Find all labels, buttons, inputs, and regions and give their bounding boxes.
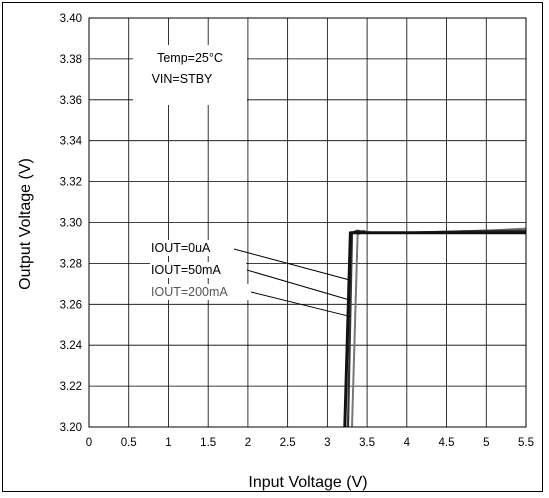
y-tick-label: 3.32 <box>60 177 82 189</box>
x-tick-label: 4 <box>404 437 411 449</box>
series-line-iout-0ua <box>343 231 526 428</box>
leader-line <box>233 248 349 281</box>
chart-frame <box>2 2 543 492</box>
series-label-bg <box>150 284 250 300</box>
y-axis-title: Output Voltage (V) <box>17 158 34 290</box>
series-label: IOUT=200mA <box>151 285 228 299</box>
leader-line <box>250 291 351 318</box>
series-label: IOUT=50mA <box>151 263 221 277</box>
condition-temp: Temp=25°C <box>157 51 223 65</box>
y-tick-label: 3.22 <box>60 381 82 393</box>
series-labels: IOUT=0uA IOUT=50mA IOUT=200mA <box>150 240 351 318</box>
x-tick-label: 3.5 <box>359 437 375 449</box>
y-tick-label: 3.38 <box>60 54 82 66</box>
x-tick-label: 4.5 <box>439 437 455 449</box>
x-tick-label: 3 <box>324 437 330 449</box>
condition-vin: VIN=STBY <box>152 72 213 86</box>
x-tick-label: 1.5 <box>200 437 216 449</box>
x-tick-label: 1 <box>165 437 171 449</box>
x-tick-label: 5 <box>483 437 489 449</box>
tick-labels: 0 0.5 1 1.5 2 2.5 3 3.5 4 4.5 5 5.5 3.20 3.22 3.24 3.26… <box>60 13 534 449</box>
x-tick-label: 0.5 <box>121 437 137 449</box>
series-group <box>343 227 527 428</box>
y-tick-label: 3.24 <box>60 340 83 352</box>
series-line-iout-200ma <box>351 227 527 428</box>
y-tick-label: 3.30 <box>60 218 82 230</box>
series-label-bg <box>150 240 233 256</box>
x-tick-label: 0 <box>86 437 92 449</box>
y-tick-label: 3.34 <box>60 136 83 148</box>
y-tick-label: 3.40 <box>60 13 82 25</box>
y-tick-label: 3.28 <box>60 258 82 270</box>
y-tick-label: 3.20 <box>60 422 82 434</box>
plot-area <box>88 17 527 428</box>
leader-line <box>246 269 351 301</box>
y-tick-label: 3.26 <box>60 299 82 311</box>
x-axis-title: Input Voltage (V) <box>248 474 367 491</box>
series-line-iout-50ma <box>346 229 526 428</box>
y-tick-label: 3.36 <box>60 95 82 107</box>
conditions-box <box>133 45 247 105</box>
x-tick-label: 2.5 <box>280 437 296 449</box>
series-label: IOUT=0uA <box>151 241 211 255</box>
x-tick-label: 5.5 <box>518 437 534 449</box>
x-tick-label: 2 <box>245 437 251 449</box>
series-label-bg <box>150 262 246 278</box>
